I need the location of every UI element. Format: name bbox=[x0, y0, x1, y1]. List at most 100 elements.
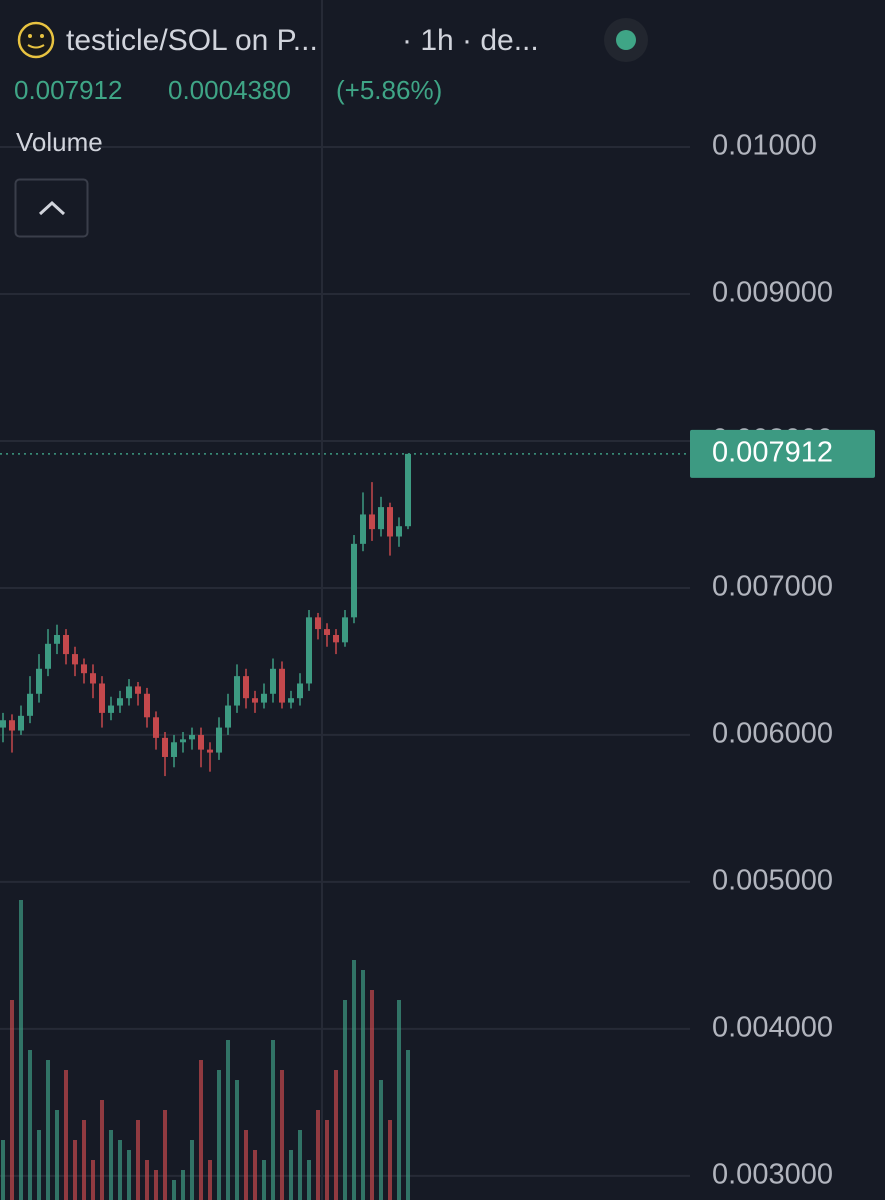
candle-body bbox=[207, 749, 213, 753]
y-tick-label: 0.009000 bbox=[712, 277, 833, 309]
candle-body bbox=[144, 693, 150, 718]
candle-body bbox=[225, 705, 231, 728]
y-tick-label: 0.01000 bbox=[712, 130, 817, 162]
candle-body bbox=[99, 683, 105, 713]
candle-body bbox=[405, 453, 411, 527]
volume-bar bbox=[253, 1150, 257, 1200]
volume-bar bbox=[271, 1040, 275, 1200]
status-dot bbox=[616, 30, 636, 50]
candle-body bbox=[9, 720, 15, 731]
volume-bar bbox=[91, 1160, 95, 1200]
volume-bar bbox=[145, 1160, 149, 1200]
volume-bar bbox=[19, 900, 23, 1200]
volume-bar bbox=[406, 1050, 410, 1200]
candle-body bbox=[189, 734, 195, 740]
y-tick-label: 0.003000 bbox=[712, 1159, 833, 1191]
candle-body bbox=[306, 617, 312, 684]
volume-bar bbox=[379, 1080, 383, 1200]
volume-bar bbox=[361, 970, 365, 1200]
volume-label: Volume bbox=[16, 127, 103, 157]
volume-bar bbox=[154, 1170, 158, 1200]
volume-bar bbox=[73, 1140, 77, 1200]
candle-body bbox=[180, 739, 186, 743]
volume-bar bbox=[163, 1110, 167, 1200]
y-tick-label: 0.005000 bbox=[712, 865, 833, 897]
volume-bar bbox=[28, 1050, 32, 1200]
icon-eye bbox=[28, 34, 32, 38]
volume-bar bbox=[235, 1080, 239, 1200]
candle-body bbox=[387, 507, 393, 537]
candle-body bbox=[261, 693, 267, 703]
volume-bar bbox=[136, 1120, 140, 1200]
volume-bar bbox=[316, 1110, 320, 1200]
volume-bar bbox=[334, 1070, 338, 1200]
volume-bar bbox=[343, 1000, 347, 1200]
volume-bar bbox=[397, 1000, 401, 1200]
interval[interactable]: · 1h · de... bbox=[402, 24, 539, 57]
y-tick-label: 0.006000 bbox=[712, 718, 833, 750]
candle-body bbox=[171, 742, 177, 757]
candle-body bbox=[90, 673, 96, 684]
volume-bar bbox=[37, 1130, 41, 1200]
candle-body bbox=[279, 668, 285, 703]
candle-body bbox=[351, 543, 357, 618]
volume-bar bbox=[181, 1170, 185, 1200]
volume-bar bbox=[325, 1120, 329, 1200]
volume-bar bbox=[82, 1120, 86, 1200]
volume-bar bbox=[370, 990, 374, 1200]
candle-body bbox=[0, 720, 6, 728]
volume-bar bbox=[217, 1070, 221, 1200]
candle-body bbox=[324, 629, 330, 635]
volume-bar bbox=[190, 1140, 194, 1200]
candle-body bbox=[18, 715, 24, 731]
volume-bar bbox=[100, 1100, 104, 1200]
volume-bar bbox=[10, 1000, 14, 1200]
volume-bar bbox=[289, 1150, 293, 1200]
candle-body bbox=[162, 737, 168, 757]
candle-body bbox=[27, 693, 33, 716]
volume-bar bbox=[208, 1160, 212, 1200]
candle-body bbox=[396, 526, 402, 537]
candle-body bbox=[360, 514, 366, 544]
candle-body bbox=[315, 617, 321, 630]
candle-body bbox=[243, 676, 249, 699]
symbol-title[interactable]: testicle/SOL on P... bbox=[66, 24, 318, 57]
volume-bar bbox=[307, 1160, 311, 1200]
volume-bar bbox=[64, 1070, 68, 1200]
candle-body bbox=[72, 654, 78, 665]
volume-bar bbox=[244, 1130, 248, 1200]
y-tick-label: 0.004000 bbox=[712, 1012, 833, 1044]
volume-bar bbox=[262, 1160, 266, 1200]
candle-body bbox=[270, 668, 276, 694]
candle-body bbox=[216, 727, 222, 753]
volume-bar bbox=[298, 1130, 302, 1200]
y-tick-label: 0.007000 bbox=[712, 571, 833, 603]
volume-bar bbox=[46, 1060, 50, 1200]
candle-body bbox=[117, 698, 123, 706]
volume-bar bbox=[127, 1150, 131, 1200]
candle-body bbox=[54, 634, 60, 644]
candle-body bbox=[108, 705, 114, 713]
collapse-button[interactable] bbox=[14, 178, 89, 238]
candle-body bbox=[297, 683, 303, 699]
volume-bar bbox=[199, 1060, 203, 1200]
candle-body bbox=[36, 668, 42, 694]
change-percent: (+5.86%) bbox=[336, 75, 442, 105]
last-price-box bbox=[690, 429, 875, 478]
icon-mouth bbox=[27, 44, 45, 49]
volume-bar bbox=[352, 960, 356, 1200]
volume-bar bbox=[172, 1180, 176, 1200]
chevron-up bbox=[38, 200, 66, 216]
icon-eye bbox=[40, 34, 44, 38]
volume-bar bbox=[109, 1130, 113, 1200]
volume-bar bbox=[1, 1140, 5, 1200]
candle-body bbox=[369, 514, 375, 530]
change-value: 0.0004380 bbox=[168, 75, 291, 105]
candle-body bbox=[378, 507, 384, 530]
candle-body bbox=[288, 698, 294, 703]
last-value: 0.007912 bbox=[14, 75, 122, 105]
volume-bar bbox=[118, 1140, 122, 1200]
volume-bar bbox=[55, 1110, 59, 1200]
